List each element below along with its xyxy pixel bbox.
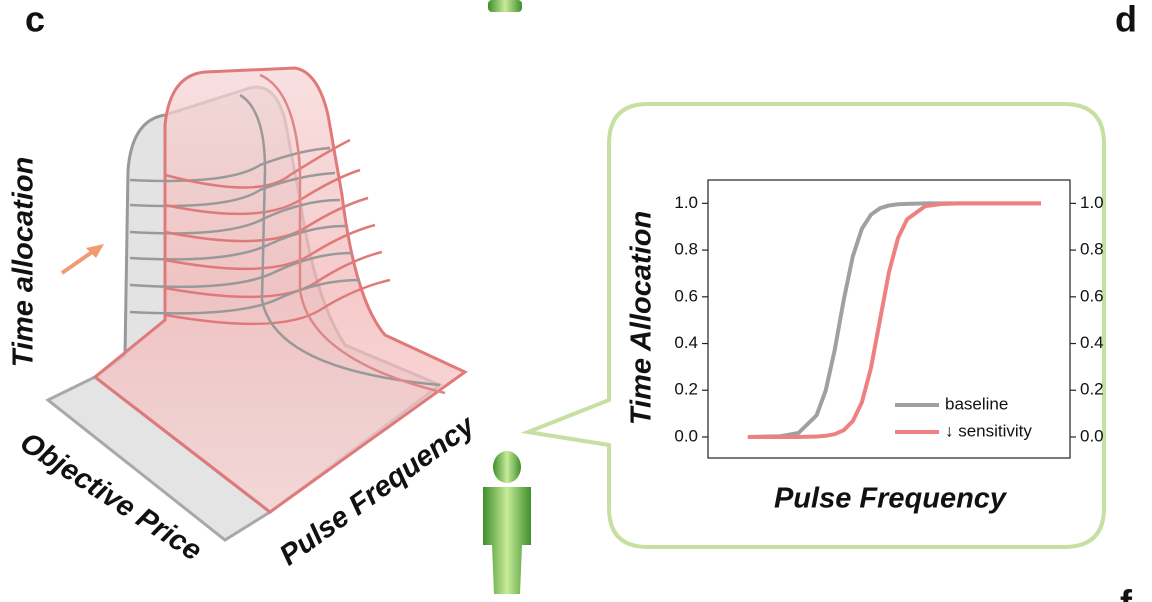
y2-tick-label: 0.6 xyxy=(1080,286,1104,305)
person-icon xyxy=(483,0,531,594)
legend-label: ↓ sensitivity xyxy=(945,421,1032,440)
legend-label: baseline xyxy=(945,394,1008,413)
z-axis-label: Time allocation xyxy=(8,157,40,368)
surface-plot: Time allocation Objective Price Pulse Fr… xyxy=(8,68,482,572)
y-tick-label: 0.0 xyxy=(674,426,698,445)
y-tick-label: 0.8 xyxy=(674,240,698,259)
page: Time allocation Objective Price Pulse Fr… xyxy=(0,0,1152,602)
y-tick-label: 1.0 xyxy=(674,193,698,212)
chart-x-label: Pulse Frequency xyxy=(774,483,1008,515)
y-tick-label: 0.4 xyxy=(674,333,698,352)
y2-tick-label: 0.2 xyxy=(1080,380,1104,399)
panel-label: f xyxy=(1120,583,1133,602)
callout xyxy=(528,104,1104,547)
y2-tick-label: 0.4 xyxy=(1080,333,1104,352)
y2-tick-label: 0.8 xyxy=(1080,240,1104,259)
y2-tick-label: 0.0 xyxy=(1080,426,1104,445)
y2-tick-label: 1.0 xyxy=(1080,193,1104,212)
y-tick-label: 0.6 xyxy=(674,286,698,305)
panel-label: c xyxy=(25,0,45,40)
arrow xyxy=(62,250,95,273)
figure: Time allocation Objective Price Pulse Fr… xyxy=(0,0,1152,602)
panel-label: d xyxy=(1115,0,1137,40)
y-tick-label: 0.2 xyxy=(674,380,698,399)
chart-y-label: Time Allocation xyxy=(626,211,658,425)
